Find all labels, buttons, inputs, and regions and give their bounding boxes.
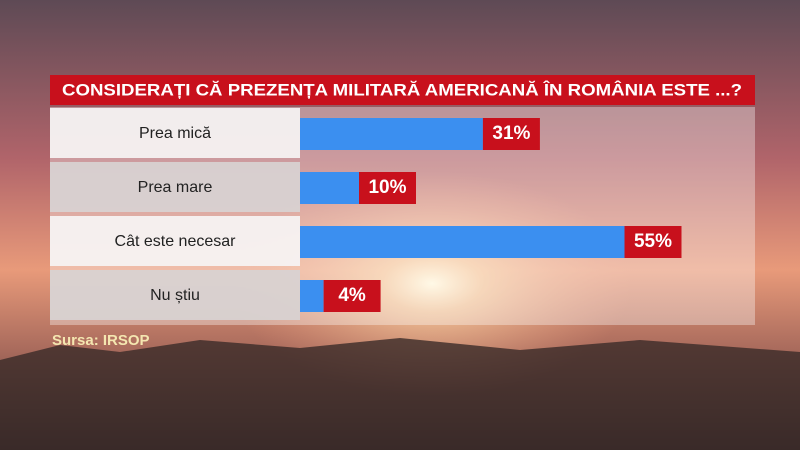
bar: [300, 280, 324, 312]
bar: [300, 226, 625, 258]
value-label: 10%: [368, 177, 406, 198]
title-bar: [50, 75, 755, 105]
chart-title: CONSIDERAȚI CĂ PREZENȚA MILITARĂ AMERICA…: [62, 80, 742, 99]
row-label-bg: [50, 216, 300, 266]
horizon: [0, 338, 800, 450]
category-label: Nu știu: [150, 287, 200, 304]
value-label: 55%: [634, 231, 672, 252]
category-label: Prea mică: [139, 125, 211, 142]
value-label: 31%: [492, 123, 530, 144]
row-label-bg: [50, 270, 300, 320]
value-label-bg: [482, 118, 540, 150]
category-label: Cât este necesar: [115, 233, 237, 250]
value-label-bg: [323, 280, 381, 312]
bar: [300, 118, 483, 150]
row-label-bg: [50, 162, 300, 212]
value-label-bg: [624, 226, 682, 258]
bar: [300, 172, 359, 204]
value-label: 4%: [338, 285, 366, 306]
value-label-bg: [359, 172, 416, 204]
row-label-bg: [50, 108, 300, 158]
category-label: Prea mare: [138, 179, 213, 196]
source: Sursa: IRSOP: [52, 332, 150, 349]
